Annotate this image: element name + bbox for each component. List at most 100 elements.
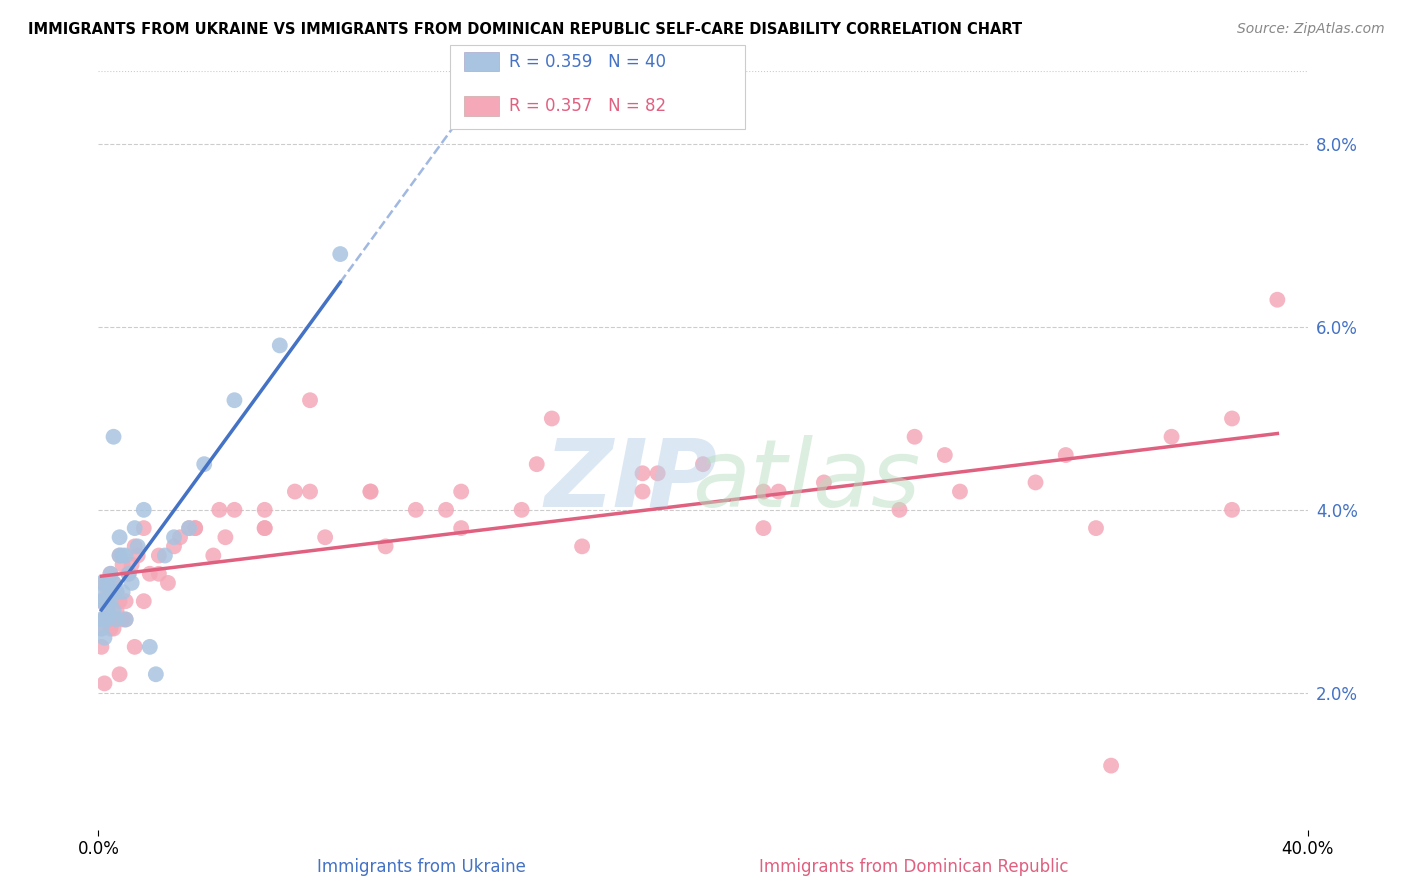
Point xyxy=(108,667,131,681)
Point xyxy=(405,503,427,517)
Point xyxy=(526,457,548,471)
Point xyxy=(647,467,669,481)
Point xyxy=(96,603,118,617)
Text: Immigrants from Ukraine: Immigrants from Ukraine xyxy=(318,858,526,876)
Point xyxy=(184,521,207,535)
Point xyxy=(93,612,115,626)
Point xyxy=(124,540,146,554)
Point xyxy=(127,540,149,554)
Point xyxy=(224,503,246,517)
Point xyxy=(121,575,143,590)
Point xyxy=(90,612,112,626)
Point xyxy=(124,640,146,654)
Point xyxy=(114,549,136,563)
Point xyxy=(148,549,170,563)
Text: IMMIGRANTS FROM UKRAINE VS IMMIGRANTS FROM DOMINICAN REPUBLIC SELF-CARE DISABILI: IMMIGRANTS FROM UKRAINE VS IMMIGRANTS FR… xyxy=(28,22,1022,37)
Point xyxy=(103,575,125,590)
Point xyxy=(1267,293,1289,307)
Point xyxy=(103,622,125,636)
Point xyxy=(114,594,136,608)
Point xyxy=(118,566,141,581)
Point xyxy=(139,566,162,581)
Point xyxy=(96,603,118,617)
Point xyxy=(100,622,122,636)
Point xyxy=(108,549,131,563)
Point xyxy=(100,566,122,581)
Point xyxy=(100,594,122,608)
Point xyxy=(904,430,927,444)
Point xyxy=(752,521,775,535)
Point xyxy=(314,530,336,544)
Point xyxy=(96,594,118,608)
Point xyxy=(179,521,201,535)
Point xyxy=(132,521,155,535)
Point xyxy=(184,521,207,535)
Point xyxy=(108,549,131,563)
Point xyxy=(124,521,146,535)
Point xyxy=(148,566,170,581)
Text: Immigrants from Dominican Republic: Immigrants from Dominican Republic xyxy=(759,858,1069,876)
Point xyxy=(93,594,115,608)
Point xyxy=(208,503,231,517)
Point xyxy=(105,612,128,626)
Point xyxy=(103,612,125,626)
Point xyxy=(202,549,225,563)
Point xyxy=(108,594,131,608)
Point xyxy=(105,585,128,599)
Point xyxy=(374,540,396,554)
Point xyxy=(752,484,775,499)
Point xyxy=(692,457,714,471)
Point xyxy=(103,575,125,590)
Point xyxy=(90,594,112,608)
Point xyxy=(510,503,533,517)
Text: Source: ZipAtlas.com: Source: ZipAtlas.com xyxy=(1237,22,1385,37)
Point xyxy=(111,549,134,563)
Point xyxy=(96,575,118,590)
Point xyxy=(434,503,457,517)
Point xyxy=(100,585,122,599)
Point xyxy=(96,594,118,608)
Point xyxy=(90,622,112,636)
Point xyxy=(93,631,115,645)
Point xyxy=(1220,411,1243,425)
Point xyxy=(329,247,352,261)
Point xyxy=(96,612,118,626)
Point xyxy=(90,575,112,590)
Point xyxy=(105,585,128,599)
Point xyxy=(813,475,835,490)
Point xyxy=(193,457,215,471)
Point xyxy=(1099,758,1122,772)
Point xyxy=(360,484,382,499)
Point xyxy=(450,484,472,499)
Point xyxy=(571,540,593,554)
Point xyxy=(111,585,134,599)
Point xyxy=(253,503,276,517)
Point xyxy=(111,558,134,572)
Point xyxy=(1054,448,1077,462)
Point xyxy=(90,622,112,636)
Point xyxy=(145,667,167,681)
Point xyxy=(1024,475,1046,490)
Point xyxy=(284,484,307,499)
Point xyxy=(163,540,186,554)
Point xyxy=(163,530,186,544)
Point xyxy=(450,521,472,535)
Point xyxy=(169,530,191,544)
Text: ZIP: ZIP xyxy=(544,434,717,527)
Point xyxy=(269,338,291,352)
Point xyxy=(949,484,972,499)
Point xyxy=(360,484,382,499)
Point xyxy=(132,503,155,517)
Point xyxy=(132,594,155,608)
Point xyxy=(103,430,125,444)
Text: atlas: atlas xyxy=(692,435,920,526)
Point xyxy=(96,585,118,599)
Point xyxy=(253,521,276,535)
Point xyxy=(299,484,322,499)
Point xyxy=(90,640,112,654)
Point xyxy=(768,484,790,499)
Point xyxy=(153,549,176,563)
Point xyxy=(1085,521,1108,535)
Point xyxy=(156,575,179,590)
Point xyxy=(93,612,115,626)
